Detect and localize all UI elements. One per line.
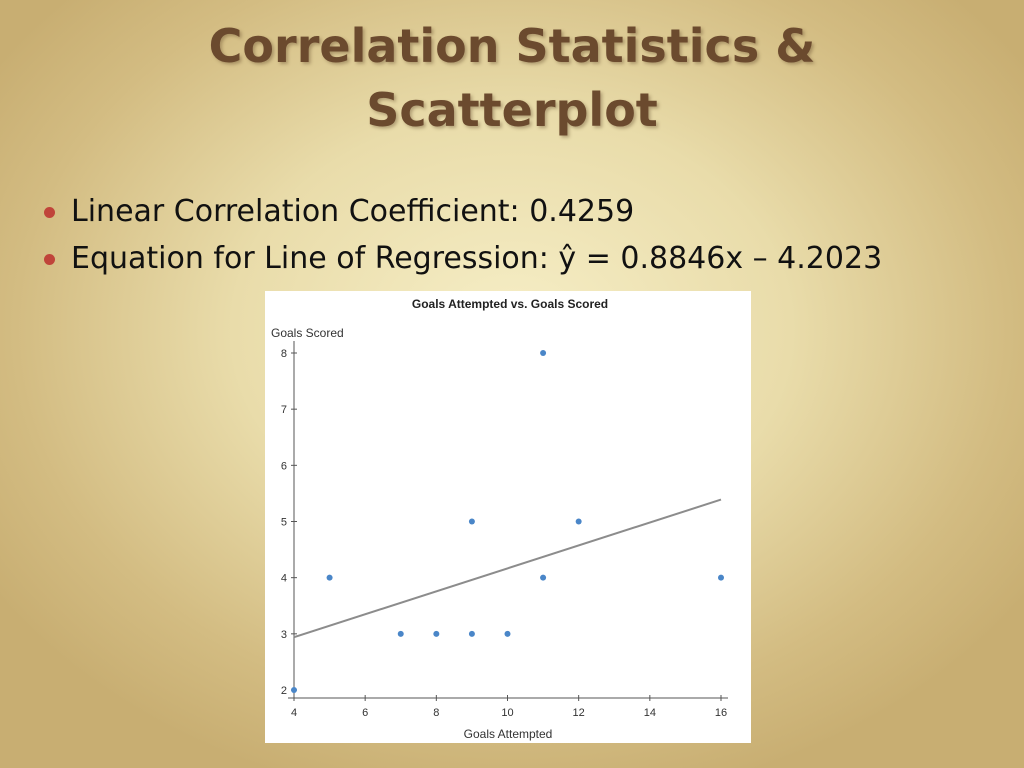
x-tick-label: 4 xyxy=(291,707,297,719)
data-point xyxy=(540,574,547,581)
bullet-list: Linear Correlation Coefficient: 0.4259 E… xyxy=(44,188,882,282)
x-tick-label: 16 xyxy=(715,707,727,719)
y-axis-label: Goals Scored xyxy=(271,326,344,340)
x-tick-label: 8 xyxy=(433,707,439,719)
slide-title-line-1: Correlation Statistics & xyxy=(208,19,816,73)
regression-line-group xyxy=(293,498,722,639)
y-tick-label: 5 xyxy=(281,517,287,529)
y-tick-label: 8 xyxy=(281,348,287,360)
y-tick-label: 7 xyxy=(281,404,287,416)
data-point xyxy=(468,518,475,525)
x-tick-label: 14 xyxy=(644,707,656,719)
data-point xyxy=(718,574,724,581)
scatter-chart: Goals Attempted vs. Goals Scored Goals S… xyxy=(265,291,751,743)
data-point xyxy=(540,350,547,356)
y-tick-label: 3 xyxy=(281,629,287,641)
x-axis-label: Goals Attempted xyxy=(464,727,553,741)
regression-line xyxy=(293,498,722,639)
slide-title-line-2: Scatterplot xyxy=(366,83,658,137)
data-point xyxy=(291,687,297,693)
scatter-chart-svg: Goals Attempted vs. Goals Scored Goals S… xyxy=(271,297,728,741)
data-points xyxy=(291,350,724,693)
data-point xyxy=(468,630,475,637)
slide-title: Correlation Statistics & Scatterplot xyxy=(0,14,1024,142)
x-tick-label: 12 xyxy=(573,707,585,719)
x-tick-label: 6 xyxy=(362,707,368,719)
axes: 2 3 4 5 6 7 8 4 6 8 10 12 14 16 xyxy=(281,341,728,719)
data-point xyxy=(504,630,511,637)
bullet-dot-icon xyxy=(44,207,55,218)
bullet-item-correlation: Linear Correlation Coefficient: 0.4259 xyxy=(44,188,882,235)
data-point xyxy=(575,518,582,525)
data-point xyxy=(397,630,404,637)
x-tick-label: 10 xyxy=(501,707,513,719)
data-point xyxy=(326,574,333,581)
bullet-text-regression: Equation for Line of Regression: ŷ = 0.8… xyxy=(71,241,883,276)
y-tick-label: 2 xyxy=(281,685,287,697)
bullet-dot-icon xyxy=(44,254,55,265)
bullet-item-regression: Equation for Line of Regression: ŷ = 0.8… xyxy=(44,235,882,282)
bullet-text-correlation: Linear Correlation Coefficient: 0.4259 xyxy=(71,194,635,229)
chart-title: Goals Attempted vs. Goals Scored xyxy=(412,297,608,311)
y-tick-label: 6 xyxy=(281,460,287,472)
y-tick-label: 4 xyxy=(281,573,287,585)
data-point xyxy=(433,630,440,637)
